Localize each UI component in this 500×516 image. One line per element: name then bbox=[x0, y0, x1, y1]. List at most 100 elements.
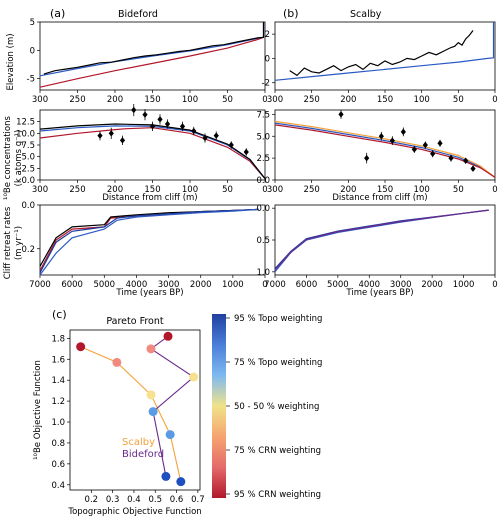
x-tick-label: 4000 bbox=[126, 280, 148, 290]
data-point bbox=[97, 132, 103, 139]
x-tick-label: 150 bbox=[144, 185, 160, 195]
x-tick-label: 2000 bbox=[190, 280, 212, 290]
data-point bbox=[422, 141, 428, 149]
data-point bbox=[119, 137, 126, 144]
x-tick-label: 100 bbox=[182, 95, 198, 105]
y-tick-label: -2 bbox=[262, 79, 270, 89]
pareto-point bbox=[148, 407, 158, 417]
y-tick-label: 1.6 bbox=[51, 355, 65, 365]
chart-title: Pareto Front bbox=[106, 316, 164, 327]
xlabel-distance-b: Distance from cliff (m) bbox=[332, 193, 427, 203]
series-line-1 bbox=[289, 30, 474, 77]
y-tick-label: 1.0 bbox=[51, 418, 65, 428]
x-tick-label: 300 bbox=[267, 185, 283, 195]
data-point bbox=[202, 134, 208, 142]
data-point bbox=[364, 154, 370, 162]
series-line-3 bbox=[39, 208, 259, 276]
plot-b-retreat: 7000 6000 5000 4000 3000 2000 1000 0 0.0 0.5 1.0 bbox=[256, 204, 497, 290]
y-tick-label: 0 bbox=[30, 46, 35, 56]
y-tick-label: 5.0 bbox=[21, 153, 35, 163]
pareto-point bbox=[161, 471, 171, 481]
x-tick-label: 100 bbox=[414, 185, 430, 195]
y-tick-label: 1.0 bbox=[256, 268, 270, 278]
series-line-2 bbox=[274, 209, 489, 271]
legend-bideford: Bideford bbox=[122, 449, 164, 460]
y-tick-label: 7.5 bbox=[21, 141, 35, 151]
pareto-point bbox=[163, 331, 173, 341]
x-tick-label: 150 bbox=[144, 95, 160, 105]
pareto-point bbox=[189, 372, 199, 382]
data-point bbox=[142, 111, 148, 118]
pareto-point bbox=[112, 357, 122, 367]
x-tick-label: 50 bbox=[222, 185, 233, 195]
series-line-2 bbox=[43, 22, 265, 75]
y-tick-label: -5 bbox=[27, 75, 35, 85]
data-point bbox=[389, 137, 395, 144]
x-axis-label: Topographic Objective Function bbox=[67, 507, 201, 516]
x-tick-label: 1000 bbox=[453, 280, 475, 290]
series-line-2 bbox=[274, 124, 496, 178]
ylabel-crn: ¹⁰Be concentrations bbox=[3, 115, 13, 199]
data-point bbox=[157, 116, 163, 123]
x-tick-label: 6000 bbox=[61, 280, 83, 290]
y-tick-label: 2 bbox=[265, 30, 270, 40]
x-tick-label: 5000 bbox=[327, 280, 349, 290]
panel-label-b: (b) bbox=[283, 7, 299, 20]
x-tick-label: 150 bbox=[377, 185, 393, 195]
y-tick-label: 2.5 bbox=[21, 164, 35, 174]
x-tick-label: 0 bbox=[262, 185, 267, 195]
plot-a-elevation: 300 250 200 150 100 50 0 -5 0 5 bbox=[27, 18, 268, 105]
y-tick-label: 10.0 bbox=[16, 129, 35, 139]
y-tick-label: 0.6 bbox=[51, 460, 65, 470]
y-tick-label: 0.2 bbox=[21, 245, 35, 255]
plot-frame bbox=[69, 329, 201, 491]
data-point bbox=[179, 123, 186, 130]
colorbar-label: 75 % CRN weighting bbox=[234, 446, 321, 456]
x-tick-label: 4000 bbox=[358, 280, 380, 290]
x-tick-label: 0.7 bbox=[191, 495, 205, 505]
data-point bbox=[131, 106, 137, 114]
y-tick-label: 0.0 bbox=[256, 204, 270, 214]
pareto-point bbox=[76, 342, 86, 352]
legend-scalby: Scalby bbox=[122, 437, 155, 448]
data-point bbox=[437, 140, 443, 147]
data-point bbox=[108, 130, 114, 137]
data-point bbox=[191, 127, 197, 135]
x-tick-label: 200 bbox=[340, 95, 356, 105]
xlabel-distance-a: Distance from cliff (m) bbox=[102, 193, 197, 203]
x-tick-label: 300 bbox=[267, 95, 283, 105]
x-tick-label: 0 bbox=[262, 280, 267, 290]
series-line-2 bbox=[39, 208, 259, 274]
series-line-1 bbox=[39, 36, 264, 88]
x-tick-label: 250 bbox=[304, 185, 320, 195]
colorbar bbox=[212, 314, 226, 498]
data-point bbox=[448, 154, 454, 162]
x-tick-label: 200 bbox=[107, 185, 123, 195]
x-tick-label: 300 bbox=[32, 95, 48, 105]
plot-b-elevation: 300 250 200 150 100 50 0 -2 0 2 bbox=[262, 21, 498, 105]
data-point bbox=[213, 132, 219, 139]
x-tick-label: 7000 bbox=[29, 280, 51, 290]
data-point bbox=[149, 123, 156, 130]
plot-a-crn: 300 250 200 150 100 50 00.02.55.07.510.012.5 bbox=[16, 103, 268, 195]
data-point bbox=[228, 141, 234, 149]
pareto-point bbox=[165, 430, 175, 440]
y-tick-label: 1.4 bbox=[51, 376, 65, 386]
x-tick-label: 0.4 bbox=[127, 495, 141, 505]
panel-label-a: (a) bbox=[50, 7, 65, 20]
x-tick-label: 3000 bbox=[158, 280, 180, 290]
data-point bbox=[243, 148, 249, 156]
x-tick-label: 0.5 bbox=[148, 495, 162, 505]
y-tick-label: 12.5 bbox=[16, 118, 35, 128]
pareto-point bbox=[176, 477, 186, 487]
colorbar-label: 95 % Topo weighting bbox=[234, 314, 322, 324]
x-tick-label: 50 bbox=[453, 95, 464, 105]
data-point bbox=[470, 165, 476, 172]
data-point bbox=[400, 128, 406, 136]
x-tick-label: 50 bbox=[453, 185, 464, 195]
plot-frame bbox=[39, 204, 266, 276]
site-title-bideford: Bideford bbox=[118, 9, 158, 20]
